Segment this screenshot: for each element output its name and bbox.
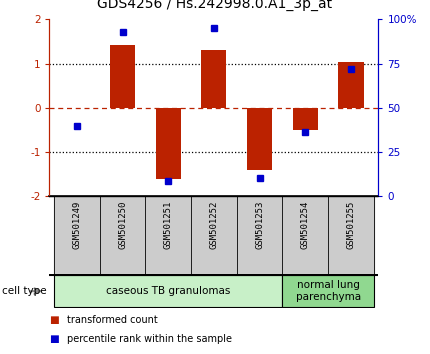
- Text: GSM501254: GSM501254: [301, 200, 310, 249]
- Text: normal lung
parenchyma: normal lung parenchyma: [295, 280, 361, 302]
- Bar: [328, 196, 374, 274]
- Bar: [156, 108, 181, 179]
- Bar: [191, 196, 237, 274]
- Text: GSM501252: GSM501252: [209, 200, 218, 249]
- Bar: [283, 275, 374, 307]
- Bar: [54, 275, 283, 307]
- Bar: [247, 108, 272, 170]
- Text: GSM501255: GSM501255: [347, 200, 356, 249]
- Text: GSM501251: GSM501251: [164, 200, 173, 249]
- Bar: [338, 62, 363, 108]
- Bar: [145, 196, 191, 274]
- Bar: [54, 196, 100, 274]
- Text: ■: ■: [49, 333, 59, 344]
- Text: cell type: cell type: [2, 286, 47, 296]
- Text: GDS4256 / Hs.242998.0.A1_3p_at: GDS4256 / Hs.242998.0.A1_3p_at: [98, 0, 332, 11]
- Bar: [237, 196, 283, 274]
- Text: ■: ■: [49, 315, 59, 325]
- Text: GSM501249: GSM501249: [72, 200, 81, 249]
- Text: caseous TB granulomas: caseous TB granulomas: [106, 286, 230, 296]
- Text: GSM501253: GSM501253: [255, 200, 264, 249]
- Bar: [110, 45, 135, 108]
- Bar: [283, 196, 328, 274]
- Text: percentile rank within the sample: percentile rank within the sample: [67, 333, 232, 344]
- Bar: [100, 196, 145, 274]
- Text: GSM501250: GSM501250: [118, 200, 127, 249]
- Text: transformed count: transformed count: [67, 315, 157, 325]
- Bar: [293, 108, 318, 130]
- Bar: [201, 50, 227, 108]
